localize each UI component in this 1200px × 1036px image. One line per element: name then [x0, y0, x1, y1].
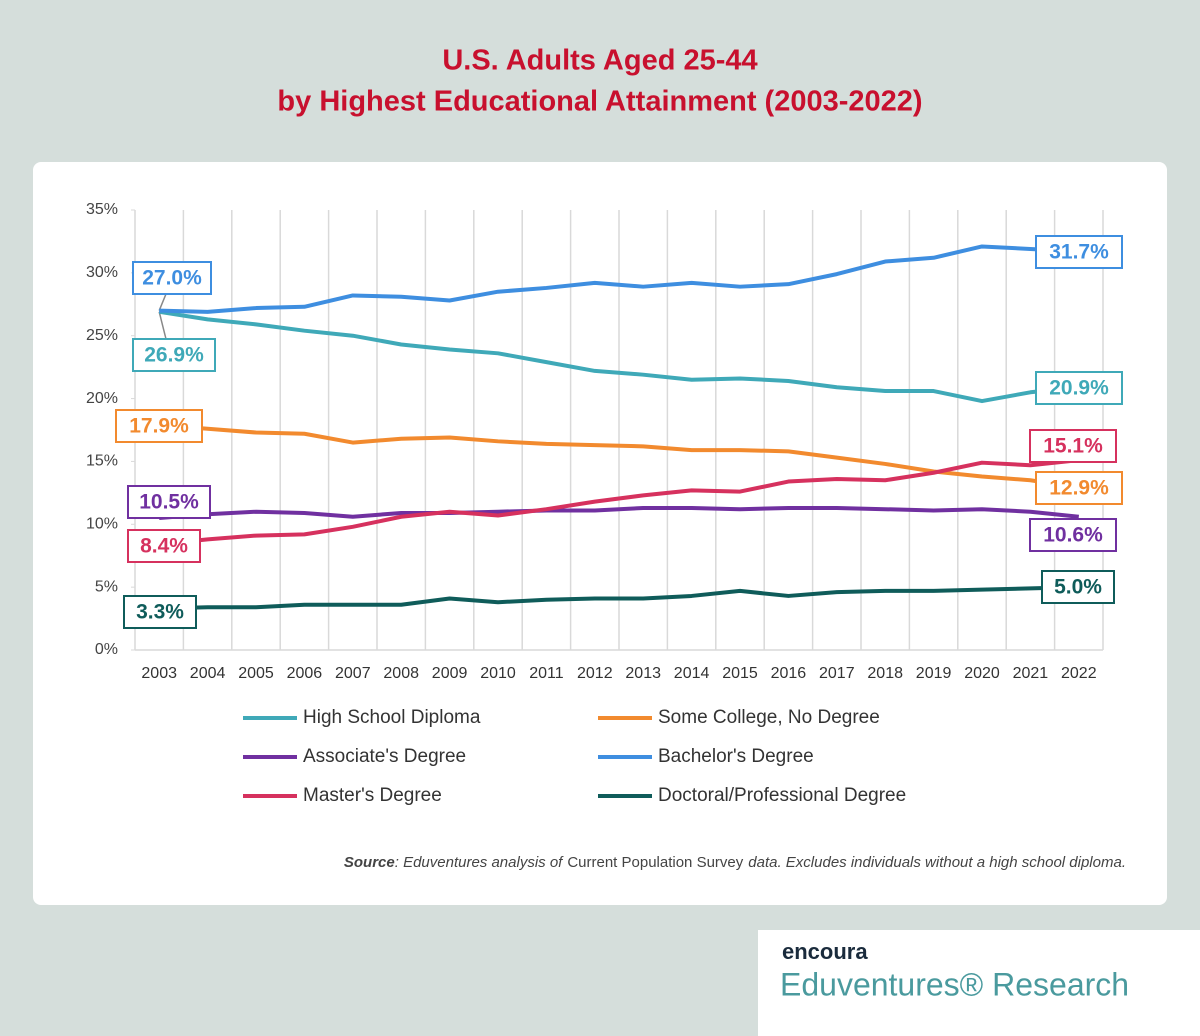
x-tick-label: 2003	[141, 665, 177, 682]
data-label: 27.0%	[142, 267, 202, 290]
y-tick-label: 20%	[86, 390, 118, 407]
x-tick-label: 2021	[1013, 665, 1049, 682]
legend-label: High School Diploma	[303, 707, 481, 728]
data-label: 10.5%	[139, 491, 199, 514]
data-label: 31.7%	[1049, 241, 1109, 264]
data-label-box	[1029, 429, 1117, 463]
data-label: 15.1%	[1043, 435, 1103, 458]
legend-label: Bachelor's Degree	[658, 746, 814, 767]
series-line	[159, 585, 1079, 611]
x-tick-label: 2017	[819, 665, 855, 682]
logo-box	[758, 930, 1200, 1036]
source-text: : Eduventures analysis of	[395, 854, 564, 871]
x-tick-label: 2004	[190, 665, 226, 682]
data-label-box	[132, 261, 212, 295]
title-line: U.S. Adults Aged 25-44	[442, 45, 757, 77]
leader-line	[158, 293, 167, 311]
data-label-box	[127, 485, 211, 519]
data-label-box	[123, 595, 197, 629]
x-tick-label: 2014	[674, 665, 710, 682]
data-label: 17.9%	[129, 415, 189, 438]
y-tick-label: 15%	[86, 453, 118, 470]
x-tick-label: 2015	[722, 665, 758, 682]
x-tick-label: 2011	[529, 665, 564, 682]
x-tick-label: 2022	[1061, 665, 1097, 682]
logo-brand: encoura	[782, 939, 868, 964]
data-label-box	[132, 338, 216, 372]
legend-label: Some College, No Degree	[658, 707, 880, 728]
data-label-box	[1035, 371, 1123, 405]
logo-name: Eduventures® Research	[780, 966, 1129, 1002]
series-line	[159, 505, 1080, 520]
source-text: Current Population Survey	[567, 854, 743, 871]
data-label-box	[1035, 471, 1123, 505]
legend-label: Doctoral/Professional Degree	[658, 785, 906, 806]
x-tick-label: 2012	[577, 665, 613, 682]
y-tick-label: 30%	[86, 264, 118, 281]
data-label: 20.9%	[1049, 377, 1109, 400]
data-label-box	[1029, 518, 1117, 552]
x-tick-label: 2013	[625, 665, 661, 682]
x-tick-label: 2020	[964, 665, 1000, 682]
title-line: by Highest Educational Attainment (2003-…	[277, 86, 922, 118]
data-label: 12.9%	[1049, 477, 1109, 500]
x-tick-label: 2005	[238, 665, 274, 682]
x-tick-label: 2006	[287, 665, 323, 682]
x-tick-label: 2009	[432, 665, 468, 682]
series-line	[158, 458, 1080, 547]
data-label-box	[115, 409, 203, 443]
source: Source: Eduventures analysis of Current P…	[344, 854, 1126, 871]
source-text: data. Excludes individuals without a hig…	[748, 854, 1126, 871]
series-line	[159, 422, 1080, 490]
card	[33, 162, 1167, 905]
data-label: 26.9%	[144, 344, 204, 367]
series-line	[158, 309, 1080, 404]
y-tick-label: 35%	[86, 201, 118, 218]
y-tick-label: 0%	[95, 641, 118, 658]
data-label-box	[1041, 570, 1115, 604]
x-tick-label: 2007	[335, 665, 371, 682]
data-label-box	[127, 529, 201, 563]
data-label: 5.0%	[1054, 576, 1102, 599]
data-label: 3.3%	[136, 601, 184, 624]
x-tick-label: 2008	[383, 665, 419, 682]
x-tick-label: 2010	[480, 665, 516, 682]
plot: 0% 5% 10% 15% 20% 25% 30% 35% 2003 2004 2005 2006 20…	[86, 201, 1123, 806]
series-line	[159, 244, 1079, 314]
legend-label: Master's Degree	[303, 785, 442, 806]
source-label: Source	[344, 854, 395, 871]
y-tick-label: 25%	[86, 327, 118, 344]
y-tick-label: 5%	[95, 578, 118, 595]
legend-label: Associate's Degree	[303, 746, 466, 767]
x-tick-label: 2016	[771, 665, 807, 682]
x-tick-label: 2018	[867, 665, 903, 682]
data-label: 8.4%	[140, 535, 188, 558]
data-label: 10.6%	[1043, 524, 1103, 547]
leader-line	[158, 311, 167, 340]
y-tick-label: 10%	[86, 516, 118, 533]
x-tick-label: 2019	[916, 665, 952, 682]
data-label-box	[1035, 235, 1123, 269]
